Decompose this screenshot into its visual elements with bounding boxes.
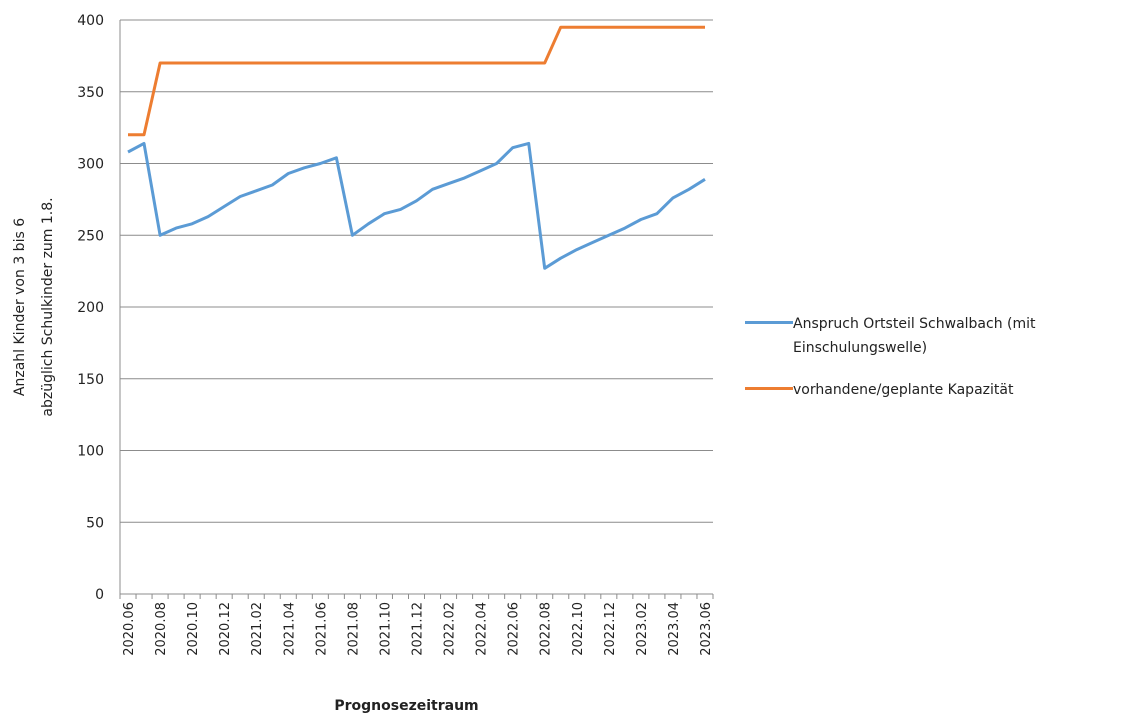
- x-tick-label: 2022.02: [443, 602, 458, 656]
- y-tick-label: 150: [77, 372, 104, 388]
- x-tick-label: 2022.06: [507, 602, 522, 656]
- y-axis-title: abzüglich Schulkinder zum 1.8.: [40, 197, 56, 416]
- line-series: [127, 141, 706, 270]
- x-tick-label: 2020.08: [154, 602, 169, 656]
- y-tick-label: 250: [77, 228, 104, 244]
- x-tick-label: 2021.08: [346, 602, 361, 656]
- legend: Anspruch Ortsteil Schwalbach (mit Einsch…: [745, 312, 1115, 420]
- x-tick-label: 2021.02: [250, 602, 265, 656]
- x-tick-label: 2023.02: [635, 602, 650, 656]
- x-tick-label: 2022.08: [539, 602, 554, 656]
- legend-label: Anspruch Ortsteil Schwalbach (mit Einsch…: [793, 316, 1036, 356]
- x-tick-label: 2020.10: [186, 602, 201, 656]
- x-tick-label: 2022.04: [475, 602, 490, 656]
- x-tick-label: 2021.04: [282, 602, 297, 656]
- y-tick-label: 50: [86, 515, 104, 531]
- x-tick-label: 2020.12: [218, 602, 233, 656]
- y-tick-label: 200: [77, 300, 104, 316]
- legend-swatch: [745, 387, 793, 390]
- x-tick-label: 2023.04: [667, 602, 682, 656]
- x-tick-label: 2021.06: [314, 602, 329, 656]
- legend-item: vorhandene/geplante Kapazität: [745, 378, 1115, 402]
- x-tick-label: 2020.06: [122, 602, 137, 656]
- line-series: [128, 25, 705, 137]
- y-tick-label: 0: [95, 587, 104, 603]
- x-tick-label: 2021.12: [411, 602, 426, 656]
- x-axis-title: Prognosezeitraum: [334, 698, 478, 714]
- x-tick-label: 2022.10: [571, 602, 586, 656]
- x-tick-label: 2021.10: [378, 602, 393, 656]
- x-tick-label: 2022.12: [603, 602, 618, 656]
- legend-item: Anspruch Ortsteil Schwalbach (mit Einsch…: [745, 312, 1115, 360]
- chart: 0 50 100 150 200 250 300 350 400 2020.06 2020.08 20…: [12, 13, 714, 714]
- y-tick-label: 350: [77, 85, 104, 101]
- legend-swatch: [745, 321, 793, 324]
- y-axis-title: Anzahl Kinder von 3 bis 6: [12, 218, 28, 396]
- y-tick-label: 300: [77, 157, 104, 173]
- legend-label: vorhandene/geplante Kapazität: [793, 382, 1014, 398]
- y-tick-label: 100: [77, 444, 104, 460]
- x-tick-label: 2023.06: [699, 602, 714, 656]
- y-tick-label: 400: [77, 13, 104, 29]
